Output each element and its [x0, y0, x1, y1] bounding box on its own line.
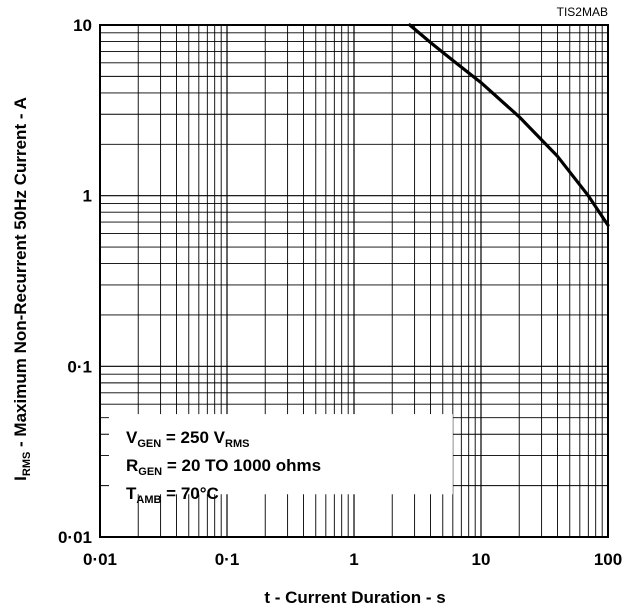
condition-text: = 20 TO 1000 ohms [162, 456, 321, 475]
y-axis-title-subscript: RMS [21, 452, 33, 476]
x-tick-label: 1 [349, 550, 358, 569]
condition-subscript: RMS [225, 438, 249, 450]
condition-line: RGEN = 20 TO 1000 ohms [126, 456, 321, 478]
figure-id: TIS2MAB [557, 5, 608, 19]
condition-text: R [126, 456, 138, 475]
condition-text: = 70°C [161, 484, 218, 503]
x-tick-label: 100 [594, 550, 622, 569]
y-axis-title-main: I [11, 476, 30, 481]
x-tick-label: 0·1 [215, 550, 240, 569]
y-tick-label: 1 [83, 187, 92, 206]
condition-line: VGEN = 250 VRMS [126, 428, 249, 450]
conditions-box-background [109, 414, 453, 495]
y-axis-title-rest: - Maximum Non-Recurrent 50Hz Current - A [11, 97, 30, 452]
condition-text: T [126, 484, 137, 503]
tick-labels: 0·01 0·1 1 10 100 10 1 0·1 0·01 [58, 16, 622, 569]
series [408, 23, 610, 227]
condition-subscript: GEN [138, 466, 162, 478]
condition-line: TAMB = 70°C [126, 484, 219, 506]
y-tick-label: 0·1 [67, 357, 92, 376]
x-axis-title: t - Current Duration - s [264, 588, 445, 607]
x-tick-label: 10 [472, 550, 491, 569]
y-tick-label: 10 [73, 16, 92, 35]
x-tick-label: 0·01 [83, 550, 117, 569]
y-axis-title: IRMS - Maximum Non-Recurrent 50Hz Curren… [11, 97, 33, 481]
condition-text: V [126, 428, 138, 447]
condition-subscript: AMB [136, 494, 161, 506]
condition-subscript: GEN [137, 438, 161, 450]
y-tick-label: 0·01 [58, 528, 92, 547]
series-line [408, 23, 610, 227]
plot-frame [99, 24, 609, 538]
condition-text: = 250 V [161, 428, 225, 447]
